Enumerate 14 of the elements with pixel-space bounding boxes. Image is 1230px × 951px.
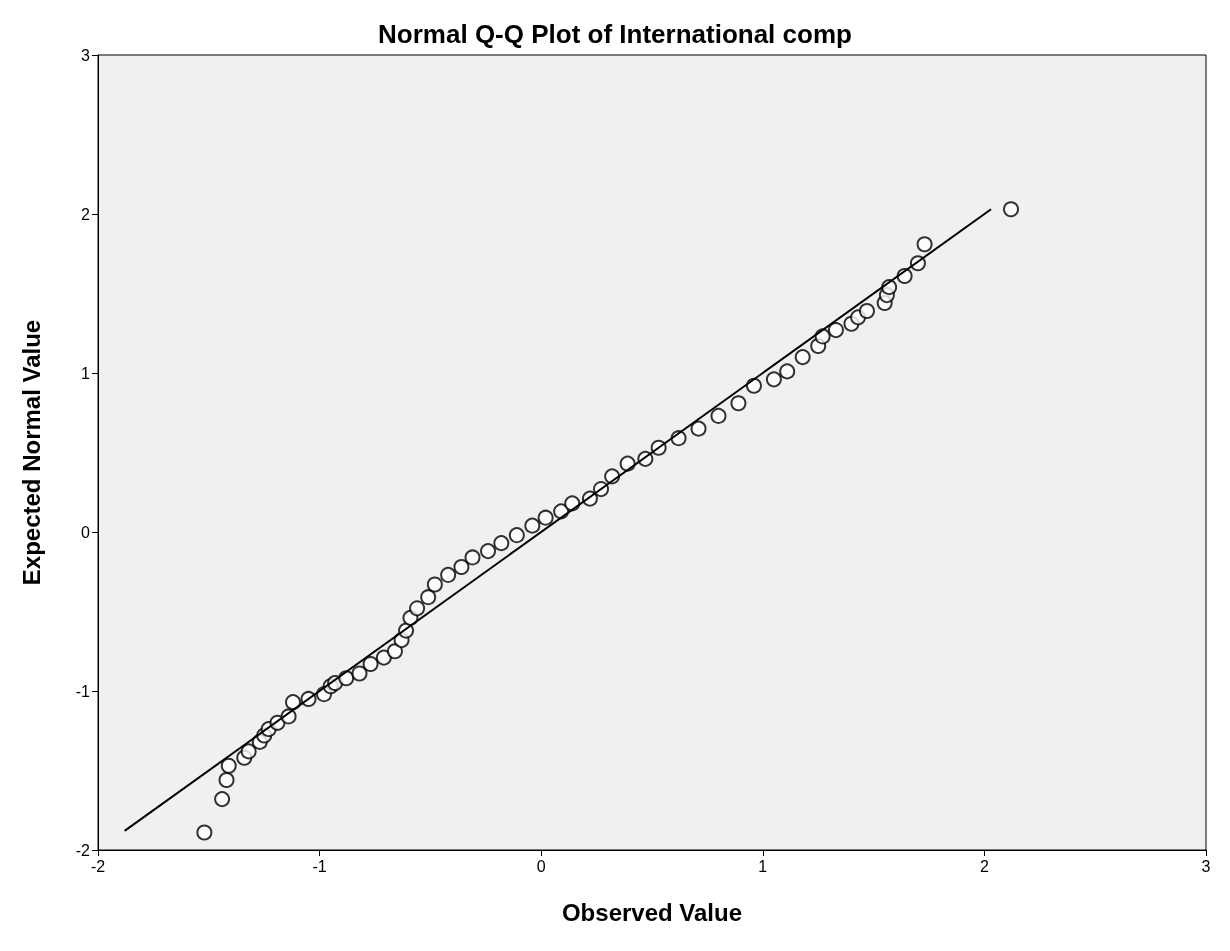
x-tick-label: 0 [536, 857, 546, 875]
y-tick-label: 1 [81, 364, 91, 382]
y-tick-label: 0 [81, 523, 91, 541]
x-axis-title: Observed Value [561, 898, 743, 926]
y-tick-label: -1 [75, 682, 91, 700]
x-tick-label: 3 [1201, 857, 1211, 875]
y-axis-title: Expected Normal Value [17, 319, 45, 586]
x-tick-label: -1 [312, 857, 327, 875]
y-tick-label: 2 [81, 205, 91, 223]
x-tick-label: 2 [979, 857, 989, 875]
y-tick-label: 3 [81, 46, 91, 64]
x-tick-label: 1 [758, 857, 768, 875]
y-tick-label: -2 [75, 841, 91, 859]
chart-title: Normal Q-Q Plot of International comp [378, 19, 852, 49]
